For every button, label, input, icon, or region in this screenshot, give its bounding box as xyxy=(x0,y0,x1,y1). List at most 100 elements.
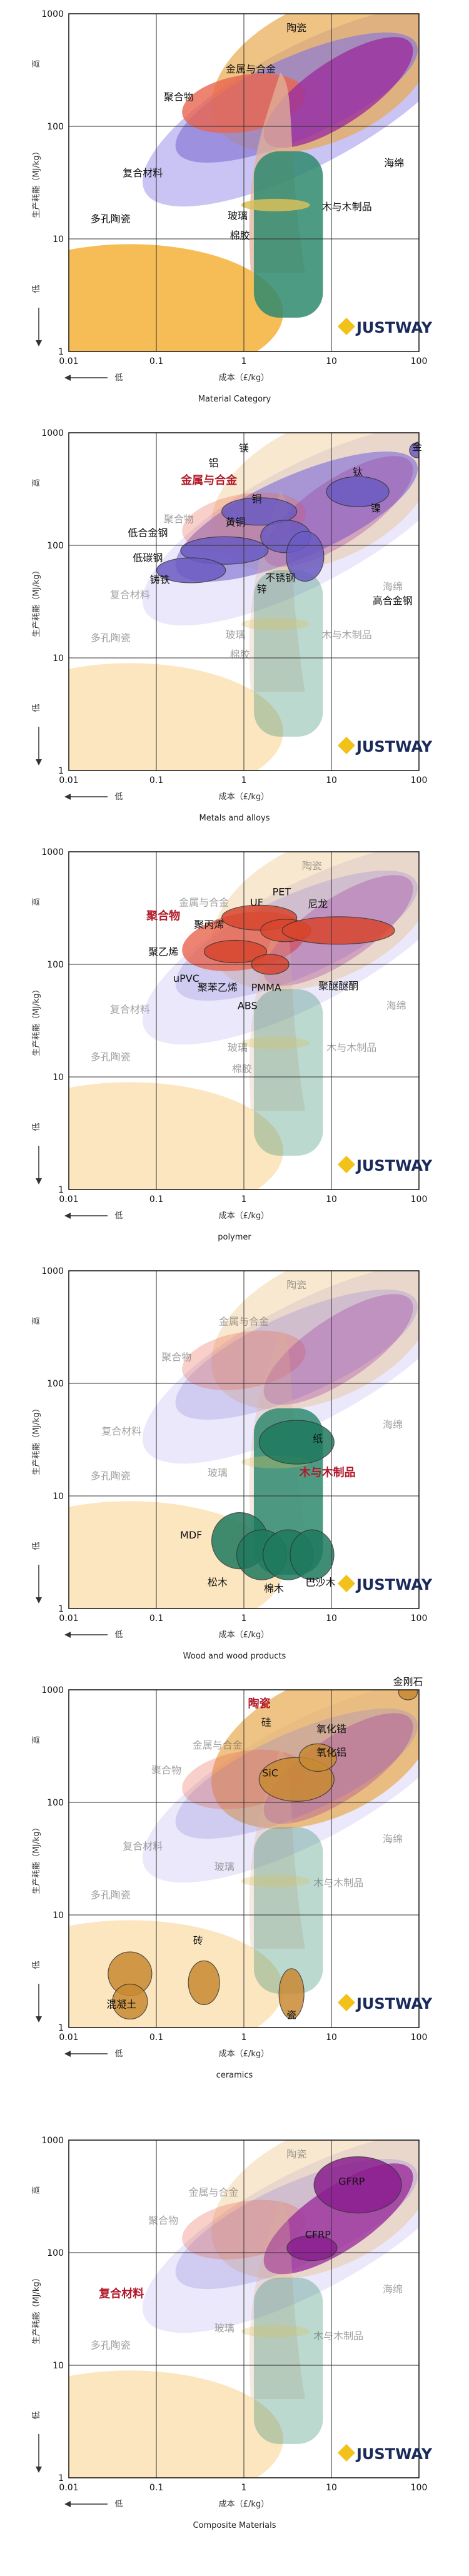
y-axis-arrowhead xyxy=(36,2016,42,2023)
x-axis-low: 低 xyxy=(114,2049,123,2059)
plot-frame xyxy=(68,13,420,352)
y-tick-label: 1 xyxy=(58,766,64,776)
region-label: 尼龙 xyxy=(308,898,328,910)
x-tick-label: 1 xyxy=(241,2483,247,2493)
x-axis-low: 低 xyxy=(114,1630,123,1640)
region-label: 复合材料 xyxy=(123,167,163,179)
region-wood xyxy=(253,570,323,737)
region-label: 海绵 xyxy=(386,1000,406,1012)
x-axis-arrowhead xyxy=(64,2051,71,2057)
region-metals xyxy=(175,1290,418,1420)
region-label: 海绵 xyxy=(383,581,403,593)
sub-material-bubble xyxy=(180,536,269,565)
y-tick-label: 10 xyxy=(53,1073,64,1083)
region-glass xyxy=(241,617,310,630)
region-label: 玻璃 xyxy=(208,1467,228,1478)
region-rubber xyxy=(249,2199,305,2400)
region-label: 混凝土 xyxy=(106,1998,136,2010)
region-label: PMMA xyxy=(251,982,281,994)
x-tick-label: 100 xyxy=(411,1614,428,1624)
y-axis-high: 高 xyxy=(31,478,41,487)
region-label: 玻璃 xyxy=(225,629,245,640)
x-tick-label: 1 xyxy=(241,1614,247,1624)
x-tick-label: 10 xyxy=(326,1614,337,1624)
x-tick-label: 1 xyxy=(241,1195,247,1205)
x-axis-arrowhead xyxy=(64,794,71,800)
region-label: 镁 xyxy=(239,442,249,454)
chart-caption: polymer xyxy=(218,1233,251,1242)
region-label: 海绵 xyxy=(383,2283,403,2295)
region-porous-ceramics xyxy=(69,1082,283,1190)
sub-material-bubble xyxy=(298,1743,337,1772)
x-tick-label: 0.1 xyxy=(149,1195,163,1205)
x-tick-label: 0.01 xyxy=(59,1195,78,1205)
region-label: 金属与合金 xyxy=(219,1316,269,1328)
sub-material-bubble xyxy=(112,1983,148,2020)
x-tick-label: 1 xyxy=(241,356,247,366)
plot-frame xyxy=(68,851,420,1190)
y-axis-high: 高 xyxy=(31,897,41,906)
x-tick-label: 10 xyxy=(326,775,337,785)
region-label: 纸 xyxy=(313,1433,323,1445)
region-label: 玻璃 xyxy=(228,1042,248,1054)
y-tick-label: 1000 xyxy=(41,428,64,438)
region-label: 高合金钢 xyxy=(373,595,413,607)
x-tick-label: 0.1 xyxy=(149,2483,163,2493)
region-label: 聚合物 xyxy=(164,91,194,103)
region-label: 木与木制品 xyxy=(299,1465,356,1479)
sub-material-bubble xyxy=(258,1420,335,1465)
region-wood xyxy=(253,2277,323,2444)
y-axis-low: 低 xyxy=(32,1542,41,1550)
brand-logo-icon xyxy=(338,1575,355,1592)
y-tick-label: 1 xyxy=(58,1604,64,1614)
region-label: 瓷 xyxy=(286,2009,296,2021)
region-label: 钛 xyxy=(353,466,363,478)
region-label: 聚乙烯 xyxy=(148,946,178,958)
region-label: 金属与合金 xyxy=(188,2186,238,2198)
region-label: 不锈钢 xyxy=(265,572,295,583)
sub-material-bubble xyxy=(281,916,395,945)
x-axis-arrowhead xyxy=(64,2501,71,2507)
y-tick-label: 100 xyxy=(47,960,64,970)
region-label: 松木 xyxy=(208,1576,228,1588)
brand-logo-icon xyxy=(338,318,355,335)
region-label: 棉胶 xyxy=(230,649,250,660)
region-label: 低合金钢 xyxy=(128,527,168,539)
y-tick-label: 1000 xyxy=(41,9,64,19)
y-tick-label: 10 xyxy=(53,654,64,664)
region-label: 海绵 xyxy=(383,1833,403,1845)
chart-caption: ceramics xyxy=(216,2071,253,2080)
y-tick-label: 1 xyxy=(58,2023,64,2033)
region-label: 陶瓷 xyxy=(286,2148,306,2160)
region-composites xyxy=(263,1294,413,1405)
region-label: 聚合物 xyxy=(164,513,194,525)
y-axis-arrowhead xyxy=(36,1597,42,1604)
region-label: 陶瓷 xyxy=(286,1279,306,1291)
x-axis-low: 低 xyxy=(114,1211,123,1221)
brand-logo-text: JUSTWAY xyxy=(355,738,433,755)
region-wood xyxy=(253,989,323,1156)
y-axis-label: 生产耗能（MJ/kg） xyxy=(32,2273,41,2344)
chart-caption: Wood and wood products xyxy=(183,1652,286,1661)
region-label: 铜 xyxy=(251,493,261,505)
region-wood xyxy=(253,151,323,318)
x-tick-label: 0.1 xyxy=(149,1614,163,1624)
y-axis-low: 低 xyxy=(32,1961,41,1969)
y-axis-high: 高 xyxy=(31,1316,41,1325)
x-tick-label: 0.1 xyxy=(149,356,163,366)
sub-material-bubble xyxy=(203,939,268,964)
region-label: 木与木制品 xyxy=(322,201,372,213)
sub-material-bubble xyxy=(326,476,390,507)
y-tick-label: 1000 xyxy=(41,2136,64,2146)
region-foams xyxy=(142,1271,419,1464)
y-tick-label: 1000 xyxy=(41,847,64,857)
brand-logo-text: JUSTWAY xyxy=(355,319,433,336)
region-composites xyxy=(263,37,413,148)
region-label: 棉木 xyxy=(264,1583,284,1595)
x-tick-label: 100 xyxy=(411,1195,428,1205)
plot-frame xyxy=(68,432,420,771)
region-label: 复合材料 xyxy=(101,1425,141,1437)
chart-caption: Composite Materials xyxy=(193,2521,276,2530)
